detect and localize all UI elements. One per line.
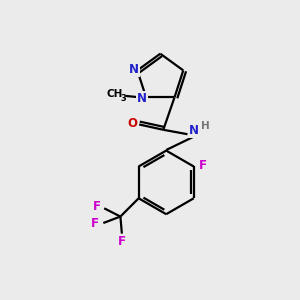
Text: H: H (201, 121, 210, 131)
Text: N: N (137, 92, 147, 105)
Text: 3: 3 (120, 94, 126, 103)
Text: O: O (128, 117, 138, 130)
Text: CH: CH (107, 88, 123, 99)
Text: F: F (118, 236, 126, 248)
Text: F: F (199, 158, 207, 172)
Text: F: F (93, 200, 101, 213)
Text: N: N (129, 63, 139, 76)
Text: N: N (189, 124, 199, 137)
Text: F: F (92, 217, 99, 230)
